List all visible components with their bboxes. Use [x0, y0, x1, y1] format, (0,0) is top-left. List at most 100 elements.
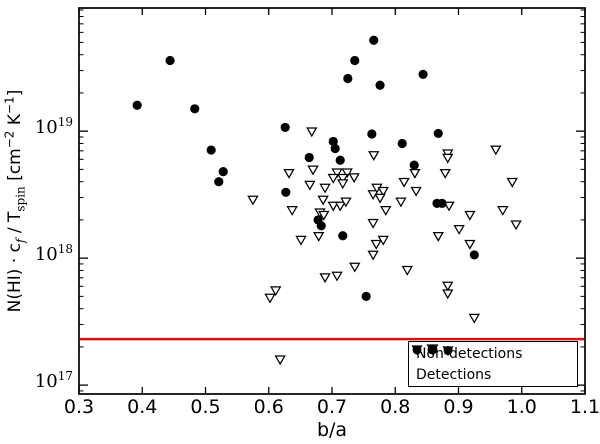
x-tick-label: 0.3	[63, 396, 95, 418]
x-tick-label: 0.9	[443, 396, 474, 418]
data-point-non-detection	[317, 195, 329, 206]
data-point-detection	[437, 198, 447, 208]
legend-entry-detections: Detections	[412, 344, 577, 384]
circle-icon	[412, 344, 453, 355]
data-point-non-detection	[341, 168, 353, 179]
data-point-non-detection	[367, 218, 379, 229]
data-point-non-detection	[318, 210, 330, 221]
y-tick-label: 1019	[34, 115, 73, 139]
x-tick-label: 0.5	[190, 396, 221, 418]
data-point-non-detection	[348, 173, 360, 184]
data-point-non-detection	[442, 281, 454, 292]
data-point-non-detection	[398, 177, 410, 188]
data-point-non-detection	[442, 153, 454, 164]
data-point-non-detection	[374, 193, 386, 204]
data-point-non-detection	[395, 197, 407, 208]
data-point-detection	[214, 177, 224, 187]
data-point-non-detection	[377, 235, 389, 246]
data-point-non-detection	[270, 286, 282, 297]
data-point-non-detection	[319, 183, 331, 194]
data-point-non-detection	[283, 168, 295, 179]
data-point-non-detection	[380, 206, 392, 216]
data-point-detection	[132, 100, 142, 110]
data-point-non-detection	[331, 271, 343, 282]
data-point-detection	[350, 55, 360, 66]
data-point-non-detection	[443, 201, 455, 212]
data-point-detection	[280, 122, 290, 133]
data-point-detection	[328, 136, 338, 147]
data-point-detection	[469, 250, 479, 260]
data-point-non-detection	[439, 168, 451, 179]
data-point-non-detection	[464, 239, 476, 250]
plot-border	[78, 7, 586, 395]
data-point-non-detection	[453, 225, 465, 235]
data-point-detection	[304, 152, 314, 163]
data-point-detection	[316, 221, 326, 231]
data-point-detection	[165, 55, 175, 66]
data-point-detection	[418, 69, 428, 79]
x-axis-label: b/a	[316, 419, 348, 441]
data-point-non-detection	[304, 180, 316, 191]
data-point-detection	[190, 104, 200, 114]
data-point-non-detection	[327, 201, 339, 212]
y-axis-label-sub-f: f	[13, 238, 28, 243]
y-axis-label-sub-spin: spin	[13, 186, 28, 212]
data-point-non-detection	[409, 168, 421, 179]
data-point-non-detection	[337, 179, 349, 190]
data-point-non-detection	[468, 313, 480, 324]
data-point-non-detection	[295, 235, 307, 246]
y-tick-label: 1018	[34, 242, 73, 266]
data-point-non-detection	[442, 289, 454, 300]
data-point-detection	[409, 160, 419, 170]
data-point-detection	[375, 80, 385, 90]
data-point-non-detection	[497, 206, 509, 216]
data-point-non-detection	[274, 355, 286, 366]
data-point-non-detection	[377, 186, 389, 197]
data-point-non-detection	[401, 265, 413, 276]
legend: Non-detections Detections	[408, 341, 578, 387]
x-tick-label: 0.4	[127, 396, 158, 418]
data-point-detection	[330, 143, 340, 154]
data-point-non-detection	[506, 177, 518, 188]
legend-label-detections: Detections	[416, 366, 492, 383]
data-point-detection	[397, 138, 407, 149]
data-point-detection	[361, 291, 371, 301]
data-point-non-detection	[368, 151, 380, 161]
data-point-detection	[281, 187, 291, 197]
data-point-non-detection	[410, 186, 422, 197]
data-point-non-detection	[337, 173, 349, 184]
data-point-non-detection	[367, 250, 379, 261]
data-point-detection	[218, 167, 228, 177]
data-point-detection	[343, 73, 353, 84]
data-point-non-detection	[247, 195, 259, 206]
data-point-non-detection	[331, 168, 343, 179]
data-point-non-detection	[313, 231, 325, 242]
data-point-non-detection	[432, 231, 444, 242]
data-point-non-detection	[306, 127, 318, 138]
x-tick-label: 0.8	[380, 396, 411, 418]
data-point-non-detection	[510, 220, 522, 231]
x-tick-label: 1.0	[506, 396, 537, 418]
data-point-non-detection	[319, 273, 331, 284]
data-point-non-detection	[370, 239, 382, 250]
data-point-detection	[335, 155, 345, 165]
y-tick-label: 1017	[34, 369, 73, 393]
data-point-non-detection	[264, 293, 276, 304]
data-point-detection	[367, 129, 377, 139]
data-point-detection	[338, 231, 348, 241]
data-point-detection	[206, 145, 216, 155]
data-point-non-detection	[490, 145, 502, 156]
x-tick-label: 1.1	[569, 396, 600, 418]
legend-label-non-detections: Non-detections	[416, 345, 523, 362]
data-point-detection	[433, 128, 443, 139]
data-point-detection	[369, 35, 379, 45]
data-point-non-detection	[286, 206, 298, 216]
data-point-non-detection	[334, 201, 346, 212]
data-point-non-detection	[349, 262, 361, 273]
data-point-non-detection	[327, 173, 339, 184]
x-tick-label: 0.7	[316, 396, 348, 418]
data-point-non-detection	[307, 165, 319, 176]
data-point-non-detection	[340, 197, 352, 208]
